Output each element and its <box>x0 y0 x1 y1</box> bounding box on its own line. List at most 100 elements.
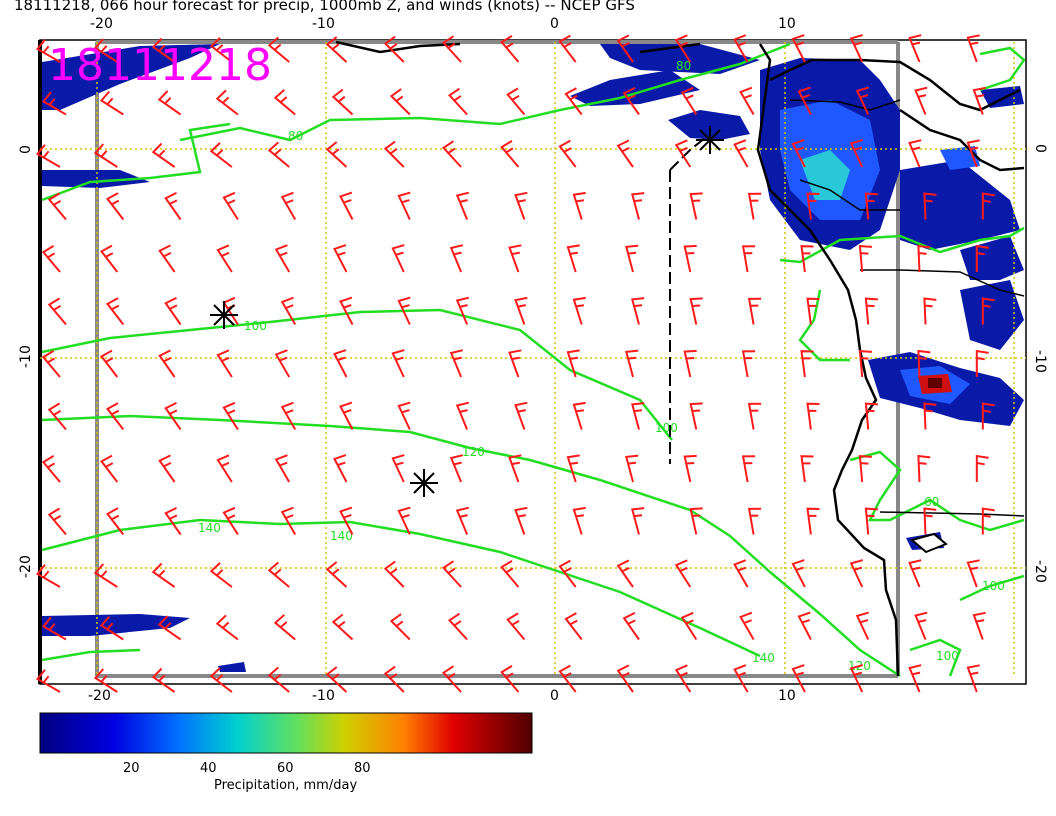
wind-barb <box>689 297 703 325</box>
precip-patch-star <box>668 110 750 140</box>
wind-barb <box>566 244 580 273</box>
precip-patch-n <box>570 70 700 106</box>
contour-label: 80 <box>676 59 691 73</box>
colorbar-tick: 20 <box>123 761 140 776</box>
wind-barb <box>151 37 176 63</box>
wind-barb <box>864 192 878 220</box>
wind-barb <box>383 560 405 588</box>
wind-barb <box>981 507 995 535</box>
wind-barb <box>908 139 922 168</box>
wind-barb <box>215 89 239 116</box>
wind-barb <box>741 455 756 483</box>
precip-patch-w <box>42 170 150 188</box>
wind-barb <box>514 401 528 430</box>
wind-barb <box>849 559 864 588</box>
border-2 <box>799 179 900 211</box>
wind-barb <box>966 664 980 693</box>
contour-labels: 80 80 100 100 120 140 140 140 120 60 100… <box>198 59 1005 673</box>
wind-barb <box>858 245 872 273</box>
wind-barb <box>273 89 296 116</box>
wind-barb <box>449 349 464 378</box>
wind-barb <box>500 140 520 168</box>
contour-label: 100 <box>655 421 678 435</box>
tick-label-top: 0 <box>550 16 559 32</box>
wind-barb <box>105 297 125 326</box>
wind-barb <box>858 350 872 378</box>
axis-right: 0 -10 -20 <box>1032 144 1048 583</box>
tick-label-left: -20 <box>18 555 34 578</box>
wind-barb <box>331 613 354 641</box>
wind-barb <box>864 297 878 325</box>
wind-barb <box>981 402 995 430</box>
colorbar-ramp <box>39 712 533 754</box>
wind-barb <box>923 192 937 220</box>
wind-barb <box>93 668 118 693</box>
wind-barb <box>105 507 125 536</box>
wind-barb <box>972 611 986 640</box>
contour-coast-3 <box>849 450 1025 532</box>
tick-label-bottom: -10 <box>312 688 335 704</box>
wind-barb <box>858 455 872 483</box>
wind-barb <box>733 559 749 588</box>
wind-barb <box>280 296 297 326</box>
wind-barb <box>747 192 762 220</box>
wind-barb <box>791 664 806 693</box>
contour-100 <box>41 308 673 441</box>
wind-barb <box>914 611 928 640</box>
wind-barb <box>441 560 462 588</box>
wind-barb <box>151 562 176 588</box>
wind-barb <box>558 34 577 63</box>
wind-barb <box>791 139 806 168</box>
wind-barb <box>41 350 61 378</box>
wind-barb <box>41 455 61 483</box>
wind-barb <box>500 665 520 693</box>
wind-barb <box>99 349 119 378</box>
wind-barb <box>923 297 937 325</box>
wind-barb <box>441 665 462 693</box>
wind-barb <box>267 36 290 63</box>
wind-barb <box>631 192 645 220</box>
wind-barb <box>797 611 812 640</box>
contour-ne-1 <box>979 46 1026 92</box>
border-1 <box>789 99 901 111</box>
wind-barb <box>397 506 411 535</box>
wind-barb <box>747 507 762 535</box>
star-marker <box>696 126 724 154</box>
wind-barb <box>680 611 698 641</box>
border-4 <box>879 511 1025 517</box>
wind-barb <box>972 86 986 115</box>
wind-barb <box>447 87 468 116</box>
wind-barb <box>631 507 645 535</box>
wind-barb <box>157 90 182 116</box>
colorbar-tick: 40 <box>200 761 217 776</box>
wind-barb <box>93 38 118 63</box>
contour-140-west <box>41 518 761 658</box>
wind-barb <box>441 35 462 63</box>
wind-barb <box>273 614 296 641</box>
wind-barb <box>966 139 980 168</box>
wind-barb <box>158 349 176 378</box>
contour-label: 100 <box>936 649 959 663</box>
tick-label-bottom: 10 <box>778 688 796 704</box>
wind-barb <box>791 34 806 63</box>
contour-label: 60 <box>924 495 939 509</box>
wind-barb <box>506 612 526 641</box>
wind-barb <box>739 86 755 116</box>
wind-barb <box>389 613 411 641</box>
run-stamp: 18111218 <box>48 40 272 91</box>
wind-barb <box>397 191 411 220</box>
wind-barb <box>47 297 67 326</box>
wind-barb <box>222 401 239 431</box>
wind-barb <box>508 244 522 273</box>
wind-barb <box>41 245 61 273</box>
wind-barb <box>397 401 411 430</box>
wind-barb <box>908 664 922 693</box>
wind-barb <box>41 616 67 641</box>
wind-barbs <box>35 34 995 693</box>
tick-label-bottom: -20 <box>88 688 111 704</box>
wind-barb <box>572 296 586 325</box>
wind-barb <box>339 401 354 430</box>
wind-barb <box>855 86 870 115</box>
wind-barb <box>99 244 119 273</box>
wind-barb <box>625 244 639 273</box>
